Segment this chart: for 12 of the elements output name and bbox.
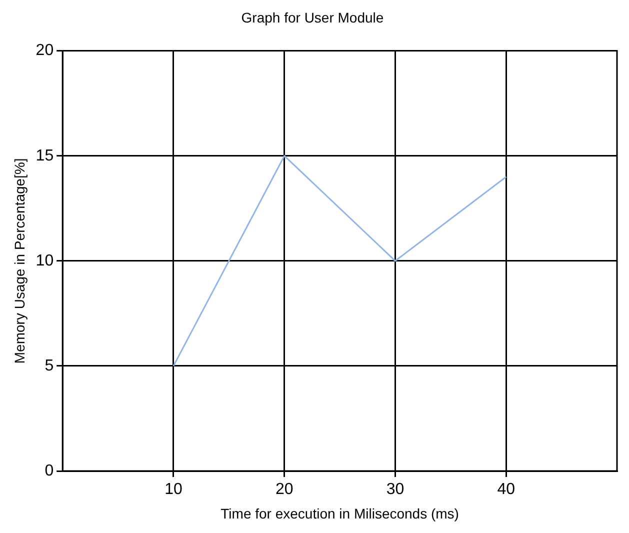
y-tick-label: 5: [44, 357, 54, 374]
y-tick-label: 15: [36, 147, 54, 164]
y-tick-label: 0: [44, 462, 54, 480]
y-tick-label: 10: [36, 252, 54, 270]
y-axis-title: Memory Usage in Percentage[%]: [11, 158, 28, 364]
x-axis-title: Time for execution in Miliseconds (ms): [220, 505, 459, 522]
x-tick-label: 20: [275, 481, 294, 498]
chart-title: Graph for User Module: [241, 9, 384, 26]
y-tick-label: 20: [36, 42, 54, 60]
x-tick-label: 10: [164, 481, 182, 498]
x-tick-label: 30: [386, 481, 404, 498]
x-tick-label: 40: [497, 481, 516, 498]
